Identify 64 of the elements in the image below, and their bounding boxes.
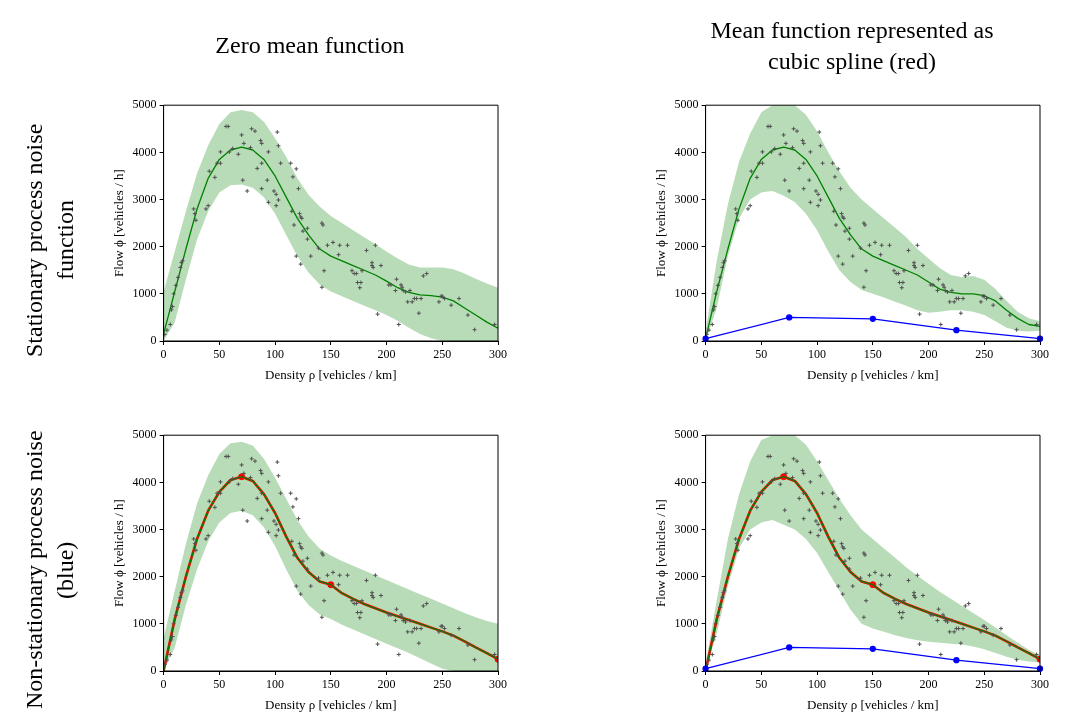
y-axis-title: Flow ϕ [vehicles / h] xyxy=(111,169,127,278)
y-tick-label: 1000 xyxy=(132,616,157,630)
x-tick-label: 100 xyxy=(808,677,827,692)
x-axis-title: Density ρ [vehicles / km] xyxy=(265,366,397,382)
x-tick-label: 150 xyxy=(863,347,882,362)
y-tick-label: 3000 xyxy=(132,521,157,536)
x-tick-label: 0 xyxy=(702,347,709,362)
x-tick-label: 0 xyxy=(160,677,167,692)
y-tick-label: 2000 xyxy=(674,568,699,583)
y-tick-label: 0 xyxy=(692,663,699,678)
x-axis-title: Density ρ [vehicles / km] xyxy=(807,366,939,382)
y-tick-label: 4000 xyxy=(674,474,699,489)
y-tick-label: 4000 xyxy=(674,144,699,159)
y-tick-label: 0 xyxy=(150,333,157,348)
y-tick-label: 5000 xyxy=(132,427,157,442)
y-tick-label: 1000 xyxy=(674,616,699,630)
x-tick-label: 200 xyxy=(919,347,938,362)
y-axis-title: Flow ϕ [vehicles / h] xyxy=(653,499,669,608)
x-axis-title: Density ρ [vehicles / km] xyxy=(265,696,397,712)
x-tick-label: 0 xyxy=(160,347,167,362)
x-tick-label: 300 xyxy=(489,677,507,692)
y-tick-label: 3000 xyxy=(674,521,699,536)
x-tick-label: 0 xyxy=(702,677,709,692)
x-tick-label: 100 xyxy=(266,347,285,362)
x-axis-title: Density ρ [vehicles / km] xyxy=(807,696,939,712)
chart-title: Mean function represented as cubic spline (red) xyxy=(709,15,995,76)
text: Non-stationary process noise (blue) xyxy=(19,429,79,712)
y-axis-title: Flow ϕ [vehicles / h] xyxy=(653,169,669,278)
x-tick-label: 300 xyxy=(1031,677,1049,692)
x-tick-label: 200 xyxy=(377,677,396,692)
x-tick-label: 50 xyxy=(213,347,226,362)
y-tick-label: 4000 xyxy=(132,474,157,489)
x-tick-label: 200 xyxy=(377,347,396,362)
x-tick-label: 100 xyxy=(808,347,827,362)
y-tick-label: 5000 xyxy=(132,97,157,112)
x-tick-label: 250 xyxy=(433,347,452,362)
y-tick-label: 4000 xyxy=(132,144,157,159)
x-tick-label: 150 xyxy=(863,677,882,692)
x-tick-label: 200 xyxy=(919,677,938,692)
x-tick-label: 250 xyxy=(975,677,994,692)
x-tick-label: 150 xyxy=(321,347,340,362)
y-tick-label: 2000 xyxy=(132,238,157,253)
y-tick-label: 1000 xyxy=(674,286,699,300)
y-tick-label: 2000 xyxy=(132,568,157,583)
x-tick-label: 250 xyxy=(975,347,994,362)
y-tick-label: 3000 xyxy=(674,191,699,206)
x-tick-label: 300 xyxy=(1031,347,1049,362)
x-tick-label: 250 xyxy=(433,677,452,692)
x-tick-label: 100 xyxy=(266,677,285,692)
chart-title: Zero mean function xyxy=(214,31,406,60)
x-tick-label: 50 xyxy=(755,347,768,362)
x-tick-label: 300 xyxy=(489,347,507,362)
y-tick-label: 0 xyxy=(150,663,157,678)
y-tick-label: 1000 xyxy=(132,286,157,300)
x-tick-label: 50 xyxy=(213,677,226,692)
text: Stationary process noise function xyxy=(19,122,79,359)
y-tick-label: 3000 xyxy=(132,191,157,206)
y-tick-label: 5000 xyxy=(674,97,699,112)
x-tick-label: 50 xyxy=(755,677,768,692)
y-tick-label: 0 xyxy=(692,333,699,348)
y-tick-label: 5000 xyxy=(674,427,699,442)
x-tick-label: 150 xyxy=(321,677,340,692)
y-axis-title: Flow ϕ [vehicles / h] xyxy=(111,499,127,608)
y-tick-label: 2000 xyxy=(674,238,699,253)
